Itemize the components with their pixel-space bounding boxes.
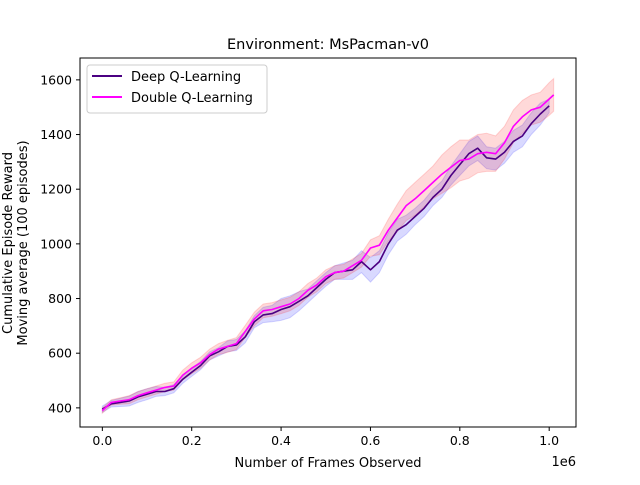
y-tick-label: 1600 (40, 72, 72, 87)
confidence-bands (101, 77, 555, 415)
legend-label-double-q: Double Q-Learning (131, 91, 253, 106)
y-tick-label: 400 (48, 400, 72, 415)
x-tick-label: 0.4 (271, 433, 291, 448)
x-tick-label: 0.2 (182, 433, 202, 448)
line-double-q (101, 94, 555, 412)
band-double-q (101, 77, 555, 415)
plot-frame (79, 57, 577, 428)
legend-label-deep-q: Deep Q-Learning (131, 70, 241, 85)
y-tick-label: 800 (48, 291, 72, 306)
legend-frame (86, 64, 268, 114)
y-axis-ticks: 400 600 800 1000 1200 1400 1600 (40, 72, 80, 415)
x-axis-offset-label: 1e6 (551, 455, 576, 470)
chart-title: Environment: MsPacman-v0 (227, 37, 429, 53)
line-deep-q (101, 105, 550, 410)
x-tick-label: 0.6 (361, 433, 381, 448)
x-axis-label: Number of Frames Observed (235, 456, 422, 471)
band-deep-q (101, 98, 550, 414)
y-axis-label-line-1: Cumulative Episode Reward (1, 152, 16, 334)
y-tick-label: 1000 (40, 236, 72, 251)
y-tick-label: 600 (48, 346, 72, 361)
x-tick-label: 0.8 (450, 433, 470, 448)
y-tick-label: 1200 (40, 182, 72, 197)
x-tick-label: 1.0 (539, 433, 559, 448)
y-tick-label: 1400 (40, 127, 72, 142)
x-axis-ticks: 0.0 0.2 0.4 0.6 0.8 1.0 (92, 427, 559, 448)
series-lines (101, 94, 555, 412)
y-axis-label-line-2: Moving average (100 episodes) (16, 140, 31, 345)
legend: Deep Q-Learning Double Q-Learning (86, 64, 268, 114)
x-tick-label: 0.0 (92, 433, 112, 448)
